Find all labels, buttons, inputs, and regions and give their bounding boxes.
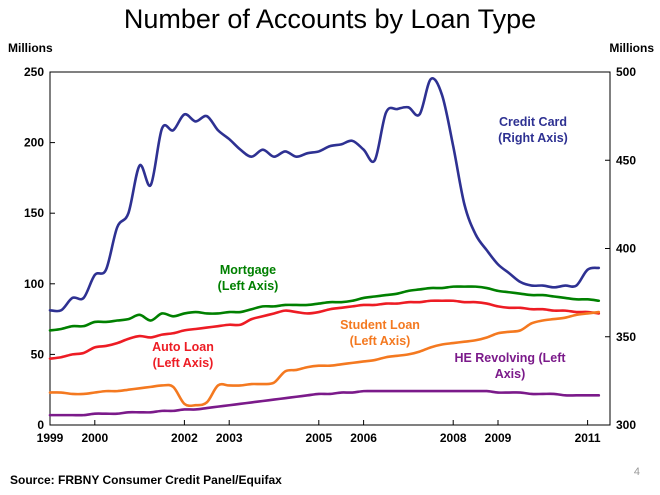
series-label-he-revolving: HE Revolving (Left Axis) [454,351,566,381]
series-label-student-loan: Student Loan (Left Axis) [340,318,420,348]
series-label-mortgage: Mortgage (Left Axis) [218,263,279,293]
series-label-line: Credit Card [499,115,567,129]
left-axis-tick-label: 150 [24,206,44,220]
x-axis-tick-label: 2002 [171,431,198,445]
x-axis-tick-label: 2009 [485,431,512,445]
x-axis-tick-label: 2003 [216,431,243,445]
series-line-mortgage [48,285,601,332]
right-axis-tick-label: 450 [616,153,636,167]
right-axis-tick-label: 400 [616,242,636,256]
page-number: 4 [633,466,640,478]
series-label-line: (Right Axis) [498,131,568,145]
series-label-line: Auto Loan [152,340,214,354]
series-label-line: HE Revolving (Left [454,351,566,365]
series-label-credit-card: Credit Card (Right Axis) [498,115,568,145]
left-axis-tick-label: 100 [24,277,44,291]
x-axis-tick-label: 2011 [575,431,601,445]
series-label-auto-loan: Auto Loan (Left Axis) [152,340,214,370]
left-axis-tick-label: 250 [24,65,44,79]
series-label-line: Axis) [495,367,526,381]
x-axis-tick-label: 2008 [440,431,467,445]
page-title: Number of Accounts by Loan Type [123,4,537,34]
left-axis-tick-label: 200 [24,136,44,150]
x-axis-tick-label: 1999 [37,431,64,445]
series-label-line: Student Loan [340,318,420,332]
series-line-auto-loan [48,299,601,360]
right-axis-tick-label: 350 [616,330,636,344]
series-label-line: (Left Axis) [350,334,411,348]
left-axis-tick-label: 50 [31,347,45,361]
series-label-line: Mortgage [220,263,276,277]
right-axis-tick-label: 300 [616,418,636,432]
series-line-he-revolving [48,389,601,417]
x-axis-tick-label: 2006 [350,431,377,445]
x-axis-tick-label: 2000 [81,431,108,445]
source-note: Source: FRBNY Consumer Credit Panel/Equi… [10,473,282,487]
series-line-student-loan [48,310,601,408]
right-axis-tick-label: 500 [616,65,636,79]
series-line-credit-card [48,77,601,313]
left-axis-tick-label: 0 [37,418,44,432]
right-axis-unit: Millions [609,41,654,55]
left-axis-unit: Millions [8,41,53,55]
series-label-line: (Left Axis) [218,279,279,293]
x-axis-tick-label: 2005 [305,431,332,445]
series-label-line: (Left Axis) [153,356,214,370]
